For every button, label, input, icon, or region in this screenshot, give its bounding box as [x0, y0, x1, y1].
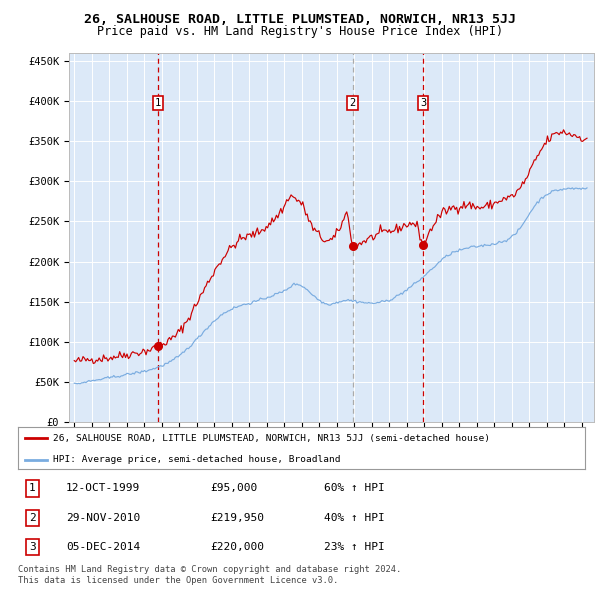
Text: 1: 1 — [29, 483, 35, 493]
Text: £219,950: £219,950 — [211, 513, 265, 523]
Text: 1: 1 — [155, 98, 161, 108]
Text: 40% ↑ HPI: 40% ↑ HPI — [324, 513, 385, 523]
Text: 26, SALHOUSE ROAD, LITTLE PLUMSTEAD, NORWICH, NR13 5JJ (semi-detached house): 26, SALHOUSE ROAD, LITTLE PLUMSTEAD, NOR… — [53, 434, 490, 442]
Text: HPI: Average price, semi-detached house, Broadland: HPI: Average price, semi-detached house,… — [53, 455, 341, 464]
Text: 60% ↑ HPI: 60% ↑ HPI — [324, 483, 385, 493]
Text: Price paid vs. HM Land Registry's House Price Index (HPI): Price paid vs. HM Land Registry's House … — [97, 25, 503, 38]
Text: 23% ↑ HPI: 23% ↑ HPI — [324, 542, 385, 552]
Text: 12-OCT-1999: 12-OCT-1999 — [66, 483, 140, 493]
Text: 3: 3 — [420, 98, 426, 108]
Text: 2: 2 — [350, 98, 356, 108]
Text: 3: 3 — [29, 542, 35, 552]
Text: £95,000: £95,000 — [211, 483, 258, 493]
Text: £220,000: £220,000 — [211, 542, 265, 552]
Text: 26, SALHOUSE ROAD, LITTLE PLUMSTEAD, NORWICH, NR13 5JJ: 26, SALHOUSE ROAD, LITTLE PLUMSTEAD, NOR… — [84, 13, 516, 26]
Text: 2: 2 — [29, 513, 35, 523]
Text: Contains HM Land Registry data © Crown copyright and database right 2024.: Contains HM Land Registry data © Crown c… — [18, 565, 401, 574]
Text: 05-DEC-2014: 05-DEC-2014 — [66, 542, 140, 552]
Text: This data is licensed under the Open Government Licence v3.0.: This data is licensed under the Open Gov… — [18, 576, 338, 585]
Text: 29-NOV-2010: 29-NOV-2010 — [66, 513, 140, 523]
